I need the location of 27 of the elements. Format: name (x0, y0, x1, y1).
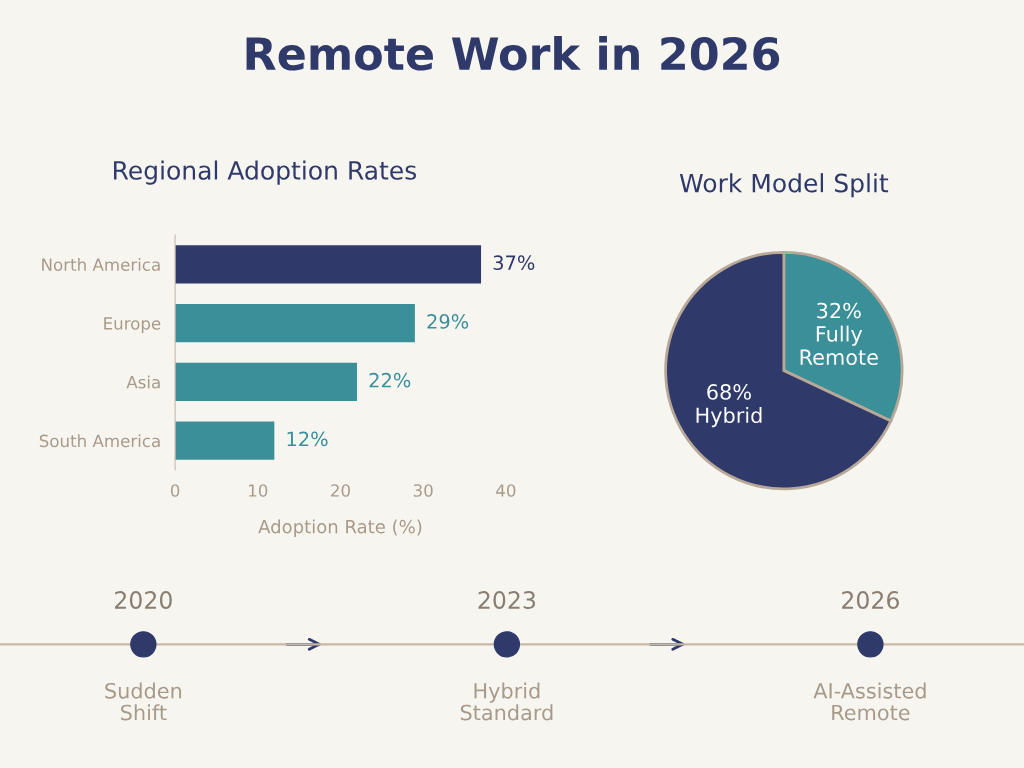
text: Remote Work in 2026 (246, 36, 780, 71)
x-tick-label: 30 (413, 484, 433, 497)
data-label: 29% (427, 314, 469, 329)
data-label: 32% (817, 302, 861, 319)
chart-title: Work Model Split (679, 173, 889, 198)
text: Sudden Shift (105, 682, 182, 721)
slice-label: Fully Remote (800, 325, 878, 366)
text: 2026 (842, 591, 899, 609)
data-label: 12% (287, 431, 328, 447)
data-label: 68% (707, 384, 751, 400)
x-axis-title: Adoption Rate (%) (258, 519, 422, 537)
slice-label: Hybrid (696, 407, 762, 428)
y-tick-label: North America (42, 258, 160, 271)
text: AI-Assisted Remote (813, 682, 926, 721)
x-tick-label: 40 (496, 484, 516, 497)
text: Hybrid Standard (460, 682, 553, 721)
y-tick-label: South America (39, 434, 160, 448)
data-label: 37% (493, 255, 535, 271)
x-tick-label: 20 (331, 484, 350, 497)
y-tick-label: Europe (104, 317, 161, 333)
y-tick-label: Asia (126, 375, 160, 389)
text: 2020 (115, 591, 172, 609)
text: 2023 (478, 591, 536, 609)
data-label: 22% (369, 372, 411, 388)
x-tick-label: 10 (249, 484, 268, 497)
chart-title: Regional Adoption Rates (114, 160, 417, 185)
x-tick-label: 0 (170, 484, 180, 497)
